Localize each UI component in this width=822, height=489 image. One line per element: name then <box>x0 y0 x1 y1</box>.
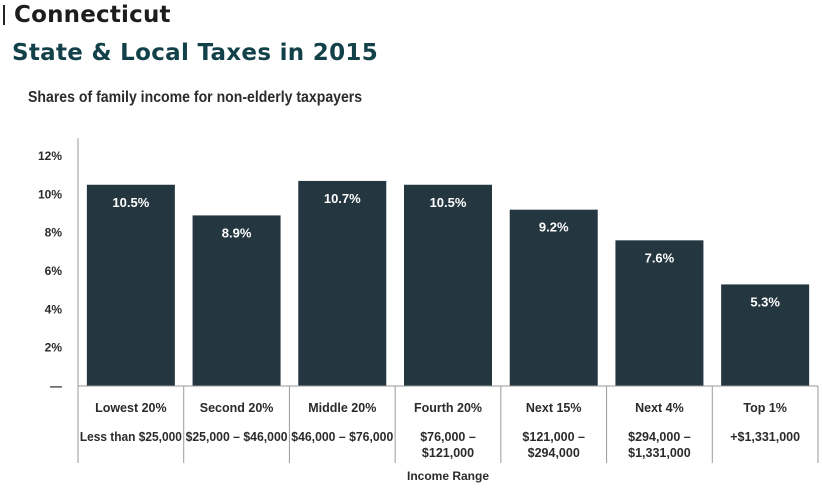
x-category-label: Fourth 20% <box>414 401 482 415</box>
x-range-label: $294,000 – <box>628 430 691 444</box>
chart-title: Shares of family income for non-elderly … <box>28 89 363 106</box>
y-tick-label: 6% <box>45 264 63 278</box>
y-tick-label-zero: — <box>50 379 62 393</box>
bar <box>298 180 387 386</box>
bar <box>615 240 704 386</box>
x-range-label: $76,000 – <box>420 430 476 444</box>
state-header: Connecticut <box>0 0 171 30</box>
x-range-label: $25,000 – $46,000 <box>186 430 288 444</box>
y-tick-label: 2% <box>45 341 63 355</box>
x-category-label: Second 20% <box>200 401 274 415</box>
x-category-label: Lowest 20% <box>95 401 167 415</box>
bar-value-label: 10.7% <box>324 191 361 206</box>
bar <box>404 184 492 386</box>
x-range-label: Less than $25,000 <box>80 430 182 444</box>
bar <box>86 184 175 386</box>
x-category-label: Next 4% <box>635 401 684 415</box>
x-range-label: $121,000 <box>422 446 474 460</box>
bar-value-label: 5.3% <box>750 294 780 309</box>
page-title: State & Local Taxes in 2015 <box>12 40 379 66</box>
bar-value-label: 9.2% <box>539 220 569 235</box>
x-category-label: Top 1% <box>743 401 787 415</box>
x-category-label: Middle 20% <box>308 401 376 415</box>
bar-value-label: 8.9% <box>222 225 252 240</box>
state-name: Connecticut <box>14 2 171 28</box>
x-range-label: $294,000 <box>528 446 580 460</box>
header-divider <box>3 5 5 25</box>
x-range-label: $121,000 – <box>522 430 585 444</box>
x-range-label: $46,000 – $76,000 <box>291 430 393 444</box>
bar-value-label: 7.6% <box>645 250 675 265</box>
y-tick-label: 4% <box>45 302 63 316</box>
bar-value-label: 10.5% <box>112 195 149 210</box>
y-tick-label: 10% <box>38 187 62 201</box>
x-range-label: +$1,331,000 <box>730 430 800 444</box>
x-range-label: $1,331,000 <box>628 446 691 460</box>
y-tick-label: 12% <box>38 149 62 163</box>
y-tick-label: 8% <box>45 226 63 240</box>
x-axis-title: Income Range <box>407 469 489 483</box>
bar <box>192 215 281 386</box>
bar-value-label: 10.5% <box>430 195 467 210</box>
bar <box>509 209 598 386</box>
x-category-label: Next 15% <box>526 401 582 415</box>
bar <box>721 284 810 386</box>
